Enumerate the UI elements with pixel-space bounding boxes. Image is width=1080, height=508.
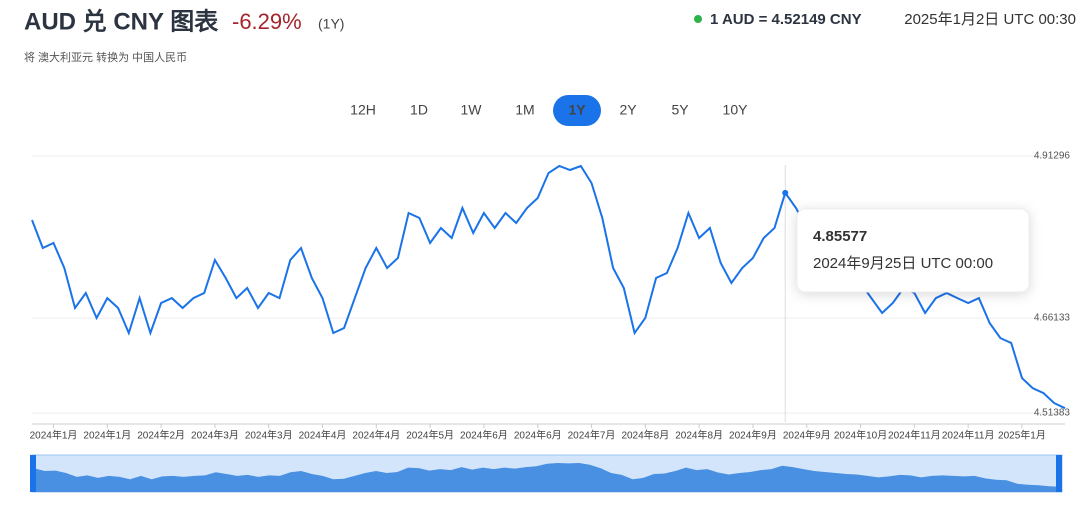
range-button[interactable]: 2Y <box>619 102 637 118</box>
range-button[interactable]: 12H <box>350 102 376 118</box>
navigator-handle[interactable] <box>1056 455 1062 492</box>
x-tick-label: 2024年1月 <box>83 429 131 442</box>
rate-time: 2025年1月2日 UTC 00:30 <box>904 11 1076 28</box>
x-tick-label: 2024年3月 <box>245 429 293 442</box>
x-tick-label: 2024年8月 <box>621 429 669 442</box>
navigator-handle[interactable] <box>30 455 36 492</box>
tooltip-value: 4.85577 <box>813 228 867 245</box>
navigator <box>30 454 1063 493</box>
x-tick-label: 2024年2月 <box>137 429 185 442</box>
change: -6.29% <box>232 9 302 34</box>
x-tick-label: 2024年11月 <box>888 429 941 442</box>
subtitle: 将 澳大利亚元 转换为 中国人民币 <box>24 50 187 64</box>
x-tick-label: 2024年8月 <box>675 429 723 442</box>
tooltip <box>796 208 1030 293</box>
x-tick-label: 2024年10月 <box>834 429 887 442</box>
x-tick-label: 2024年9月 <box>783 429 831 442</box>
range-button[interactable]: 5Y <box>671 102 689 118</box>
x-tick-label: 2024年11月 <box>942 429 995 442</box>
x-tick-label: 2024年5月 <box>406 429 454 442</box>
x-tick-label: 2024年4月 <box>299 429 347 442</box>
x-tick-label: 2024年6月 <box>514 429 562 442</box>
x-tick-label: 2024年6月 <box>460 429 508 442</box>
y-tick-label: 4.51383 <box>1034 408 1071 419</box>
range-button[interactable]: 10Y <box>723 102 749 118</box>
y-tick-label: 4.91296 <box>1034 151 1071 162</box>
x-tick-label: 2024年4月 <box>352 429 400 442</box>
x-tick-label: 2025年1月 <box>998 429 1046 442</box>
range-button[interactable]: 1W <box>461 102 483 118</box>
x-tick-label: 2024年7月 <box>568 429 616 442</box>
price-line <box>31 164 1066 410</box>
status-dot <box>694 15 702 23</box>
y-tick-label: 4.66133 <box>1034 313 1071 324</box>
tooltip-date: 2024年9月25日 UTC 00:00 <box>813 255 993 272</box>
navigator-area <box>34 463 1060 492</box>
range-button[interactable]: 1D <box>410 102 428 118</box>
x-tick-label: 2024年3月 <box>191 429 239 442</box>
title: AUD 兑 CNY 图表 <box>24 7 219 35</box>
period: (1Y) <box>318 16 344 32</box>
x-tick-label: 2024年1月 <box>30 429 78 442</box>
x-tick-label: 2024年9月 <box>729 429 777 442</box>
range-button[interactable]: 1Y <box>568 102 586 118</box>
range-button[interactable]: 1M <box>515 102 534 118</box>
rate: 1 AUD = 4.52149 CNY <box>710 11 862 28</box>
hover-point <box>782 189 789 196</box>
plot: 4.91296 4.66133 4.51383 2024年1月 2024年1月 2024年… <box>30 151 1071 442</box>
range-buttons: 12H 1D 1W 1M 1Y 2Y 5Y 10Y <box>350 95 748 126</box>
active-range-bg[interactable] <box>553 95 601 126</box>
